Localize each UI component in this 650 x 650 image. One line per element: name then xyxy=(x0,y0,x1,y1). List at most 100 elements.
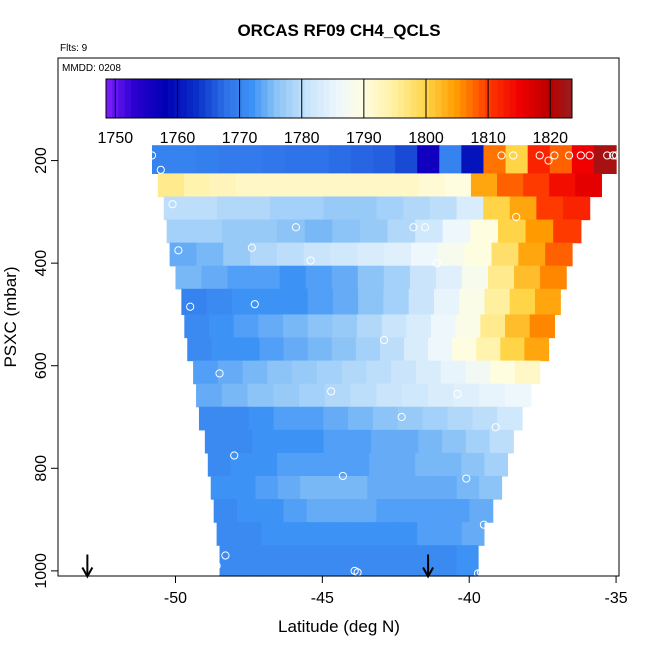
colorbar-swatch xyxy=(478,79,486,118)
colorbar-swatch xyxy=(242,79,250,118)
colorbar-swatch xyxy=(528,79,536,118)
sample-point xyxy=(186,302,195,311)
heatmap-cell xyxy=(241,545,264,577)
colorbar-swatch xyxy=(354,79,362,118)
colorbar-tick-label: 1800 xyxy=(408,130,444,147)
heatmap-cell xyxy=(461,452,485,477)
heatmap-cell xyxy=(536,196,564,221)
sample-point xyxy=(250,300,259,309)
heatmap-cell xyxy=(505,383,532,408)
heatmap-cell xyxy=(376,499,401,523)
heatmap-cell xyxy=(387,219,416,244)
colorbar-swatch xyxy=(391,79,399,118)
heatmap-cell xyxy=(270,196,298,221)
colorbar-swatch xyxy=(335,79,343,118)
sample-point xyxy=(609,151,618,160)
heatmap-cell xyxy=(151,145,175,174)
colorbar-tick-label: 1760 xyxy=(160,130,196,147)
colorbar-swatch xyxy=(230,79,237,118)
heatmap-cell xyxy=(415,360,442,385)
heatmap-cell xyxy=(470,173,498,198)
sample-point xyxy=(209,553,218,563)
heatmap-cell xyxy=(332,219,361,244)
heatmap-cell xyxy=(258,314,284,339)
heatmap-cell xyxy=(376,383,403,408)
heatmap-cell xyxy=(340,173,368,198)
heatmap-cell xyxy=(456,545,479,577)
heatmap-cell xyxy=(355,337,381,362)
heatmap-cell xyxy=(350,383,377,408)
heatmap-cell xyxy=(483,196,511,221)
heatmap-cell xyxy=(304,219,333,244)
heatmap-cell xyxy=(276,452,301,477)
heatmap-cell xyxy=(223,242,251,267)
heatmap-cell xyxy=(305,522,329,546)
heatmap-cell xyxy=(404,337,429,362)
colorbar-swatch xyxy=(540,79,548,118)
colorbar-swatch xyxy=(534,79,542,118)
heatmap-cell xyxy=(372,522,396,546)
colorbar-swatch xyxy=(516,79,523,118)
heatmap-cell xyxy=(406,314,432,339)
sample-point xyxy=(550,151,559,160)
heatmap-cell xyxy=(331,265,359,290)
heatmap-cell xyxy=(228,429,253,454)
heatmap-cell xyxy=(267,360,293,385)
heatmap-cell xyxy=(157,173,185,198)
colorbar-swatch xyxy=(292,79,300,118)
heatmap-cell xyxy=(307,314,333,339)
heatmap-cell xyxy=(306,145,330,174)
heatmap-cell xyxy=(434,545,458,577)
colorbar-swatch xyxy=(453,79,461,118)
heatmap-cell xyxy=(459,288,486,316)
sample-point xyxy=(156,165,165,174)
colorbar-swatch xyxy=(267,79,275,118)
heatmap-cell xyxy=(283,522,307,546)
heatmap-cell xyxy=(206,288,233,316)
colorbar-swatch xyxy=(472,79,480,118)
heatmap-cell xyxy=(527,145,551,174)
heatmap-cell xyxy=(330,242,358,267)
heatmap-cell xyxy=(491,242,519,267)
colorbar-swatch xyxy=(385,79,393,118)
heatmap-cell xyxy=(327,522,351,546)
heatmap-cell xyxy=(461,145,485,174)
heatmap-cell xyxy=(505,314,531,339)
colorbar-swatch xyxy=(311,79,318,118)
heatmap-cell xyxy=(350,522,374,546)
heatmap-cell xyxy=(277,475,301,500)
heatmap-cell xyxy=(233,475,257,500)
heatmap-cell xyxy=(284,545,307,577)
colorbar-swatch xyxy=(118,79,126,118)
heatmap-cell xyxy=(549,173,576,198)
heatmap-cell xyxy=(169,242,198,267)
colorbar-swatch xyxy=(149,79,157,118)
y-tick-label: 400 xyxy=(33,250,50,277)
heatmap-cell xyxy=(247,383,274,408)
heatmap-cell xyxy=(259,337,285,362)
heatmap-cell xyxy=(549,145,573,174)
heatmap-cell xyxy=(497,219,527,244)
colorbar-swatch xyxy=(279,79,287,118)
heatmap-cell xyxy=(201,265,229,290)
heatmap-cell xyxy=(418,173,446,198)
heatmap-cell xyxy=(296,196,325,221)
colorbar-tick-label: 1770 xyxy=(222,130,258,147)
heatmap-cell xyxy=(439,522,463,546)
sample-point xyxy=(432,259,441,268)
y-tick-label: 800 xyxy=(33,455,50,482)
heatmap-cell xyxy=(276,242,305,267)
heatmap-cell xyxy=(262,145,286,174)
sample-point xyxy=(564,151,574,160)
heatmap-cell xyxy=(190,196,218,221)
colorbar-tick-label: 1820 xyxy=(532,130,568,147)
colorbar-swatch xyxy=(255,79,262,118)
date-note: MMDD: 0208 xyxy=(62,63,121,74)
heatmap-cell xyxy=(500,337,526,362)
heatmap-cell xyxy=(490,360,516,385)
heatmap-cell xyxy=(174,145,197,174)
heatmap-cell xyxy=(262,545,285,577)
heatmap-cell xyxy=(252,429,277,454)
heatmap-cell xyxy=(223,406,250,431)
heatmap-cell xyxy=(213,499,238,523)
